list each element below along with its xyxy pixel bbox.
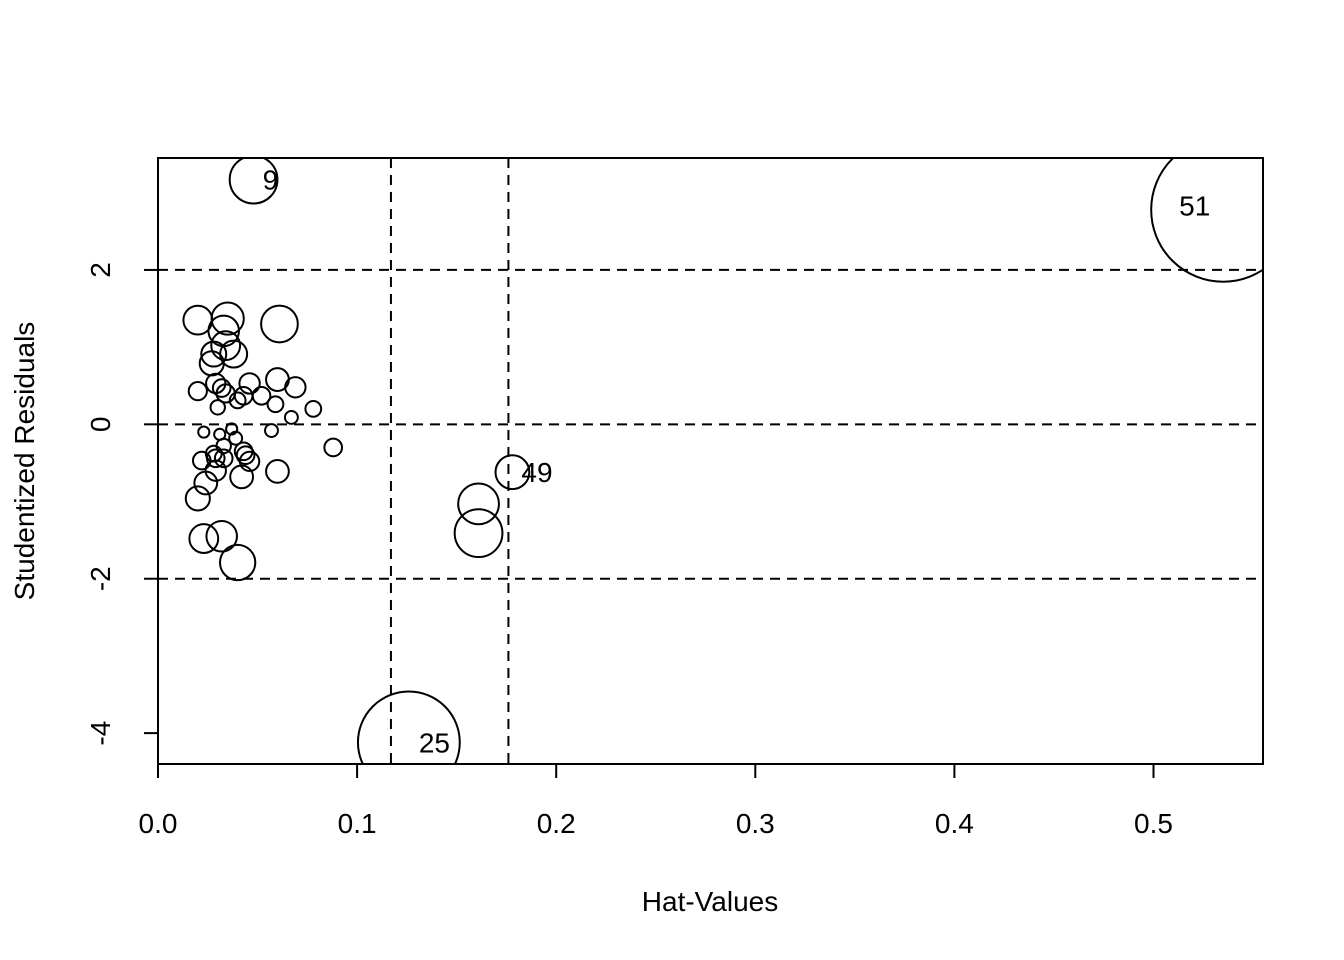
- reference-lines: [158, 158, 1263, 764]
- data-point: [228, 391, 247, 410]
- data-point: [238, 450, 261, 473]
- data-point: [283, 409, 299, 425]
- data-point: [1150, 158, 1263, 283]
- y-axis-title: Studentized Residuals: [9, 322, 40, 601]
- plot-frame: [157, 157, 1264, 765]
- data-point: [187, 381, 208, 402]
- x-tick-label: 0.4: [935, 808, 974, 839]
- y-tick-label: 2: [85, 262, 116, 278]
- x-tick-label: 0.1: [338, 808, 377, 839]
- data-point: [205, 372, 227, 395]
- data-point: [193, 470, 219, 496]
- data-point: [210, 301, 245, 336]
- data-point: [219, 543, 257, 582]
- x-tick-label: 0.2: [537, 808, 576, 839]
- data-point: [264, 423, 279, 438]
- y-tick-label: -4: [85, 721, 116, 746]
- data-point: [323, 437, 344, 458]
- point-labels: 9 51 25 49: [263, 165, 1211, 759]
- data-point: [188, 523, 220, 554]
- data-point: [228, 430, 244, 446]
- data-point: [198, 350, 225, 377]
- data-point: [205, 519, 238, 553]
- data-point: [205, 448, 226, 469]
- point-label: 25: [419, 727, 450, 758]
- data-point: [304, 400, 323, 418]
- point-label: 49: [521, 457, 552, 488]
- data-point: [265, 459, 290, 484]
- data-point: [453, 508, 504, 559]
- point-label: 51: [1179, 191, 1210, 222]
- data-point: [229, 464, 255, 490]
- data-point: [200, 340, 228, 368]
- y-tick-label: 0: [85, 417, 116, 433]
- y-axis: -4 -2 0 2: [85, 262, 159, 746]
- data-point: [494, 454, 531, 491]
- data-point: [211, 378, 232, 398]
- x-axis: 0.0 0.1 0.2 0.3 0.4 0.5: [139, 763, 1173, 839]
- data-point: [209, 399, 226, 416]
- data-point: [213, 448, 234, 469]
- data-point: [235, 445, 256, 466]
- x-tick-label: 0.0: [139, 808, 178, 839]
- data-point: [184, 485, 211, 512]
- data-point: [228, 158, 279, 205]
- x-tick-label: 0.5: [1134, 808, 1173, 839]
- x-axis-title: Hat-Values: [642, 886, 778, 917]
- data-point: [457, 482, 500, 526]
- data-point: [191, 450, 212, 471]
- y-tick-label: -2: [85, 566, 116, 591]
- data-point: [266, 395, 285, 414]
- data-point: [225, 422, 239, 436]
- data-point: [238, 372, 261, 395]
- data-point: [284, 376, 307, 399]
- x-tick-label: 0.3: [736, 808, 775, 839]
- data-point: [356, 690, 461, 764]
- point-label: 9: [263, 165, 279, 196]
- data-points: [182, 158, 1263, 764]
- data-point: [197, 425, 211, 439]
- data-point: [260, 304, 299, 344]
